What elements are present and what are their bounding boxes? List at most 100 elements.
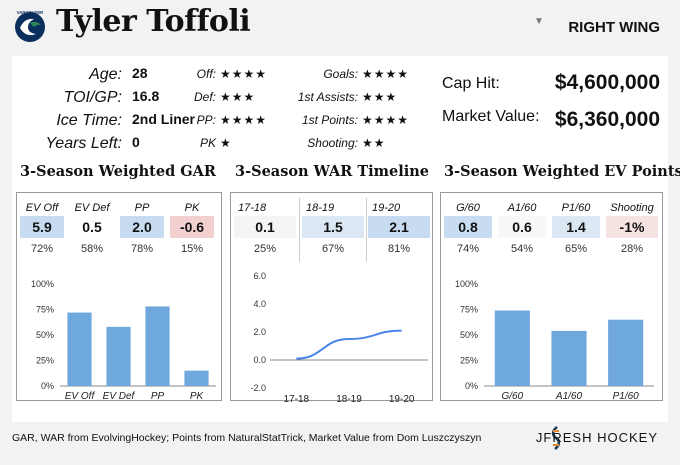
ev-value: 1.4 bbox=[552, 216, 600, 238]
rating-label: Def: bbox=[193, 90, 216, 104]
gar-header: EV Def bbox=[74, 202, 110, 214]
ev-value: -1% bbox=[606, 216, 658, 238]
war-header: 19-20 bbox=[372, 202, 401, 214]
ev-percentile: 28% bbox=[620, 243, 644, 255]
rating-label: Goals: bbox=[323, 67, 358, 81]
x-tick-label: A1/60 bbox=[555, 391, 583, 400]
ev-section-title: 3-Season Weighted EV Points bbox=[444, 163, 680, 180]
y-tick-label: 0.0 bbox=[253, 355, 266, 365]
rating-stars-icon: ★ bbox=[220, 136, 232, 150]
player-dropdown-arrow-icon[interactable]: ▼ bbox=[534, 16, 544, 27]
cap-hit-value: $4,600,000 bbox=[554, 71, 660, 94]
jfresh-logo-icon bbox=[551, 426, 561, 450]
y-tick-label: 75% bbox=[460, 305, 478, 315]
war-header: 18-19 bbox=[306, 202, 335, 214]
x-tick-label: 19-20 bbox=[389, 394, 415, 402]
ev-percentile: 54% bbox=[510, 243, 534, 255]
section-borders bbox=[16, 192, 663, 401]
x-tick-label: 18-19 bbox=[336, 394, 362, 402]
war-series-line bbox=[296, 329, 402, 360]
war-value: 2.1 bbox=[368, 216, 430, 238]
rating-label: Shooting: bbox=[307, 136, 358, 150]
war-percentile: 81% bbox=[387, 243, 411, 255]
ev-percentile: 74% bbox=[456, 243, 480, 255]
rating-label: PP: bbox=[196, 113, 216, 127]
x-tick-label: G/60 bbox=[501, 391, 523, 400]
gar-percentile-chart: 0% 25% 50% 75% 100% EV Off EV Def PP PK bbox=[31, 279, 216, 400]
x-tick-label: EV Def bbox=[103, 391, 136, 400]
bar bbox=[106, 326, 131, 386]
bar bbox=[67, 312, 92, 386]
y-tick-label: 0% bbox=[465, 381, 478, 391]
footer-sources: GAR, WAR from EvolvingHockey; Points fro… bbox=[12, 432, 482, 444]
bio-value: 0 bbox=[132, 134, 140, 150]
y-tick-label: 100% bbox=[455, 279, 478, 289]
war-divider bbox=[299, 198, 300, 262]
gar-value: 0.5 bbox=[70, 216, 114, 238]
rating-label: Off: bbox=[196, 67, 216, 81]
bio-value: 28 bbox=[132, 65, 148, 81]
war-header: 17-18 bbox=[238, 202, 267, 214]
gar-section-title: 3-Season Weighted GAR bbox=[20, 163, 216, 180]
bio-value: 2nd Liner bbox=[132, 111, 196, 127]
y-tick-label: 50% bbox=[460, 330, 478, 340]
gar-header: PP bbox=[134, 202, 150, 214]
rating-stars-icon: ★★★★ bbox=[362, 113, 410, 127]
bio-label: TOI/GP: bbox=[63, 89, 122, 106]
war-section-title: 3-Season WAR Timeline bbox=[235, 163, 429, 180]
x-tick-label: EV Off bbox=[65, 391, 96, 400]
y-tick-label: 75% bbox=[36, 305, 54, 315]
y-tick-label: 25% bbox=[460, 356, 478, 366]
rating-label: 1st Assists: bbox=[297, 90, 358, 104]
gar-percentile: 58% bbox=[80, 243, 104, 255]
bio-label: Ice Time: bbox=[56, 112, 122, 129]
y-tick-label: 100% bbox=[31, 279, 54, 289]
rating-stars-icon: ★★ bbox=[362, 136, 386, 150]
rating-stars-icon: ★★★ bbox=[362, 90, 398, 104]
ev-percentile-chart: 0% 25% 50% 75% 100% G/60 A1/60 P1/60 bbox=[455, 279, 654, 400]
war-value: 1.5 bbox=[302, 216, 364, 238]
bar bbox=[551, 330, 587, 386]
rating-stars-icon: ★★★★ bbox=[362, 67, 410, 81]
y-tick-label: 0% bbox=[41, 381, 54, 391]
y-tick-label: 6.0 bbox=[253, 271, 266, 281]
gar-percentile: 15% bbox=[180, 243, 204, 255]
ev-value: 0.6 bbox=[498, 216, 546, 238]
market-value-label: Market Value: bbox=[442, 108, 540, 125]
ev-header: A1/60 bbox=[507, 202, 537, 214]
player-card-panel: Age: 28 TOI/GP: 16.8 Ice Time: 2nd Liner… bbox=[12, 56, 680, 422]
gar-value: -0.6 bbox=[170, 216, 214, 238]
bar bbox=[184, 370, 209, 386]
bar bbox=[145, 306, 170, 386]
bio-label: Age: bbox=[89, 66, 122, 83]
team-wordmark: VANCOUVER bbox=[17, 10, 43, 15]
market-value-value: $6,360,000 bbox=[554, 108, 660, 131]
rating-stars-icon: ★★★ bbox=[220, 90, 256, 104]
player-name: Tyler Toffoli bbox=[56, 4, 251, 39]
rating-label: PK bbox=[199, 136, 216, 150]
ev-value: 0.8 bbox=[444, 216, 492, 238]
ev-header: G/60 bbox=[456, 202, 480, 214]
rating-stars-icon: ★★★★ bbox=[220, 113, 268, 127]
ev-header: Shooting bbox=[610, 202, 654, 214]
header: VANCOUVER Tyler Toffoli ▼ RIGHT WING bbox=[0, 0, 680, 52]
x-tick-label: PK bbox=[190, 391, 205, 400]
bio-value: 16.8 bbox=[132, 88, 160, 104]
x-tick-label: P1/60 bbox=[613, 391, 640, 400]
ev-header: P1/60 bbox=[561, 202, 591, 214]
cap-hit-label: Cap Hit: bbox=[442, 75, 500, 92]
y-tick-label: -2.0 bbox=[250, 383, 266, 393]
canucks-logo-icon: VANCOUVER bbox=[15, 10, 45, 42]
war-divider bbox=[366, 198, 367, 262]
rating-label: 1st Points: bbox=[301, 113, 358, 127]
gar-header: PK bbox=[184, 202, 200, 214]
gar-percentile: 72% bbox=[30, 243, 54, 255]
y-tick-label: 50% bbox=[36, 330, 54, 340]
player-position: RIGHT WING bbox=[568, 19, 660, 36]
footer-brand: JFRESH HOCKEY bbox=[535, 430, 658, 445]
gar-percentile: 78% bbox=[130, 243, 154, 255]
y-tick-label: 4.0 bbox=[253, 299, 266, 309]
x-tick-label: PP bbox=[151, 391, 165, 400]
ev-percentile: 65% bbox=[564, 243, 588, 255]
gar-value: 2.0 bbox=[120, 216, 164, 238]
